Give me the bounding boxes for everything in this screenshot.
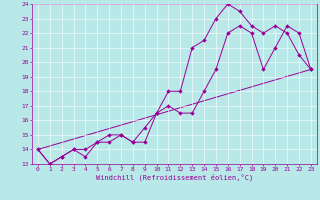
X-axis label: Windchill (Refroidissement éolien,°C): Windchill (Refroidissement éolien,°C): [96, 173, 253, 181]
